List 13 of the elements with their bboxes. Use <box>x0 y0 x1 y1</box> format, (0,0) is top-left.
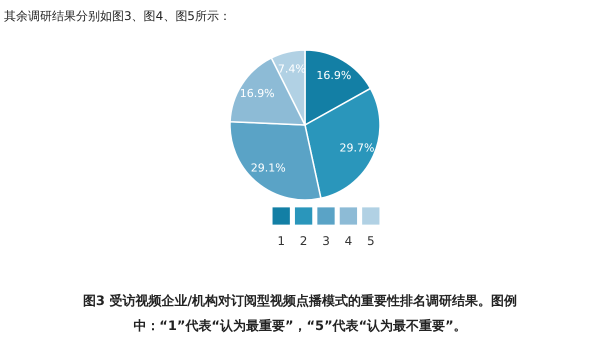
legend-label: 5 <box>366 234 375 248</box>
data-label: 7.4% <box>278 62 306 76</box>
legend-label: 1 <box>277 234 286 248</box>
data-label: 16.9% <box>316 68 352 82</box>
data-label: 29.7% <box>339 141 374 154</box>
text: 中：“1”代表“认为最重要”，“5”代表“认为最不重要”。 <box>133 318 467 334</box>
legend-label: 4 <box>344 234 352 248</box>
data-label: 16.9% <box>240 87 275 100</box>
data-label: 29.1% <box>250 162 286 175</box>
text: 其余调研结果分别如图3、图4、图5所示： <box>4 9 231 23</box>
legend-label: 2 <box>300 234 308 248</box>
legend-label: 3 <box>322 234 330 248</box>
caption: 图3 受访视频企业/机构对订阅型视频点播模式的重要性排名调研结果。图例 <box>82 293 518 309</box>
